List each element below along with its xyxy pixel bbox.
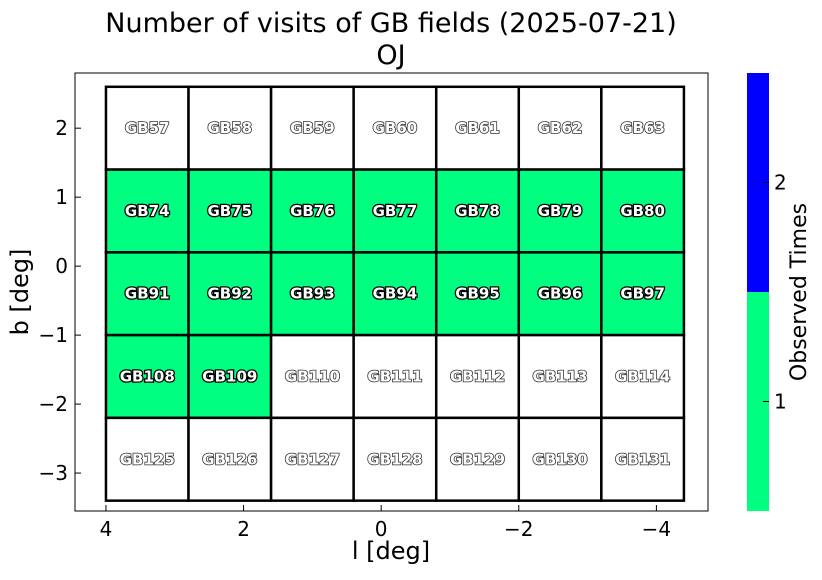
field-cell-gb78 — [434, 168, 521, 254]
field-label: GB59 — [290, 119, 335, 137]
field-cell-gb57 — [104, 85, 190, 171]
field-label: GB127 — [285, 450, 340, 468]
field-label: GB60 — [373, 119, 418, 137]
y-axis-label: b [deg] — [6, 249, 34, 336]
field-cell-gb76 — [269, 168, 355, 254]
x-axis-label: l [deg] — [352, 537, 430, 565]
plot-area: GB57 GB58 GB59 GB60 GB61 GB62 GB63 GB74 GB75 GB76… — [104, 85, 686, 502]
field-label: GB125 — [120, 450, 175, 468]
field-cell-gb93 — [269, 251, 355, 337]
field-label: GB113 — [533, 367, 588, 385]
field-label: GB129 — [450, 450, 505, 468]
field-cell-gb125 — [104, 416, 190, 502]
y-axis: 2 1 0 −1 −2 −3 — [39, 116, 81, 485]
x-tick-label: −4 — [642, 517, 671, 541]
field-label: GB62 — [538, 119, 583, 137]
y-tick-label: 0 — [55, 254, 68, 278]
field-cell-gb130 — [517, 416, 603, 502]
field-label: GB97 — [620, 285, 665, 303]
field-label: GB114 — [615, 367, 670, 385]
x-tick-label: 0 — [375, 517, 388, 541]
field-label: GB91 — [125, 285, 170, 303]
field-label: GB112 — [450, 367, 505, 385]
field-cell-gb108 — [104, 333, 190, 420]
field-label: GB63 — [620, 119, 665, 137]
field-label: GB79 — [538, 202, 583, 220]
y-tick-label: −2 — [39, 392, 68, 416]
field-label: GB93 — [290, 285, 335, 303]
field-label: GB74 — [125, 202, 170, 220]
colorbar-tick-label: 2 — [774, 171, 787, 195]
field-label: GB57 — [125, 119, 170, 137]
field-label: GB130 — [533, 450, 588, 468]
y-tick-label: 2 — [55, 116, 68, 140]
field-cell-gb74 — [104, 168, 190, 254]
x-axis: 4 2 0 −2 −4 — [100, 505, 671, 541]
chart-subtitle: OJ — [376, 40, 405, 71]
field-cell-gb95 — [434, 251, 521, 337]
field-cell-gb113 — [517, 333, 603, 420]
field-cell-gb96 — [517, 251, 603, 337]
field-label: GB75 — [207, 202, 252, 220]
colorbar-segment-2 — [747, 73, 769, 292]
field-label: GB61 — [455, 119, 500, 137]
colorbar: 12 — [747, 73, 787, 511]
x-tick-label: 4 — [100, 517, 113, 541]
field-label: GB110 — [285, 367, 340, 385]
field-cell-gb58 — [187, 85, 273, 171]
field-label: GB131 — [615, 450, 670, 468]
field-label: GB80 — [620, 202, 665, 220]
field-label: GB96 — [538, 285, 583, 303]
field-cell-gb97 — [600, 251, 686, 337]
field-cell-gb80 — [600, 168, 686, 254]
field-cell-gb62 — [517, 85, 603, 171]
y-tick-label: −3 — [39, 461, 68, 485]
field-label: GB78 — [455, 202, 500, 220]
field-label: GB76 — [290, 202, 335, 220]
field-label: GB128 — [367, 450, 422, 468]
field-label: GB126 — [202, 450, 257, 468]
field-label: GB109 — [202, 367, 257, 385]
field-cell-gb109 — [187, 333, 273, 420]
y-tick-label: −1 — [39, 323, 68, 347]
field-cell-gb92 — [187, 251, 273, 337]
field-label: GB77 — [373, 202, 418, 220]
field-label: GB108 — [120, 367, 175, 385]
x-tick-label: 2 — [237, 517, 250, 541]
field-label: GB95 — [455, 285, 500, 303]
field-label: GB58 — [207, 119, 252, 137]
field-label: GB94 — [373, 285, 418, 303]
field-label: GB92 — [207, 285, 252, 303]
y-tick-label: 1 — [55, 185, 68, 209]
field-label: GB111 — [367, 367, 422, 385]
colorbar-label: Observed Times — [787, 203, 812, 381]
x-tick-label: −2 — [504, 517, 533, 541]
field-cell-gb127 — [269, 416, 355, 502]
colorbar-tick-label: 1 — [774, 390, 787, 414]
plot-frame — [74, 72, 709, 512]
field-cell-gb131 — [600, 416, 686, 502]
colorbar-segment-1 — [747, 292, 769, 511]
chart-title: Number of visits of GB fields (2025-07-2… — [105, 8, 676, 39]
